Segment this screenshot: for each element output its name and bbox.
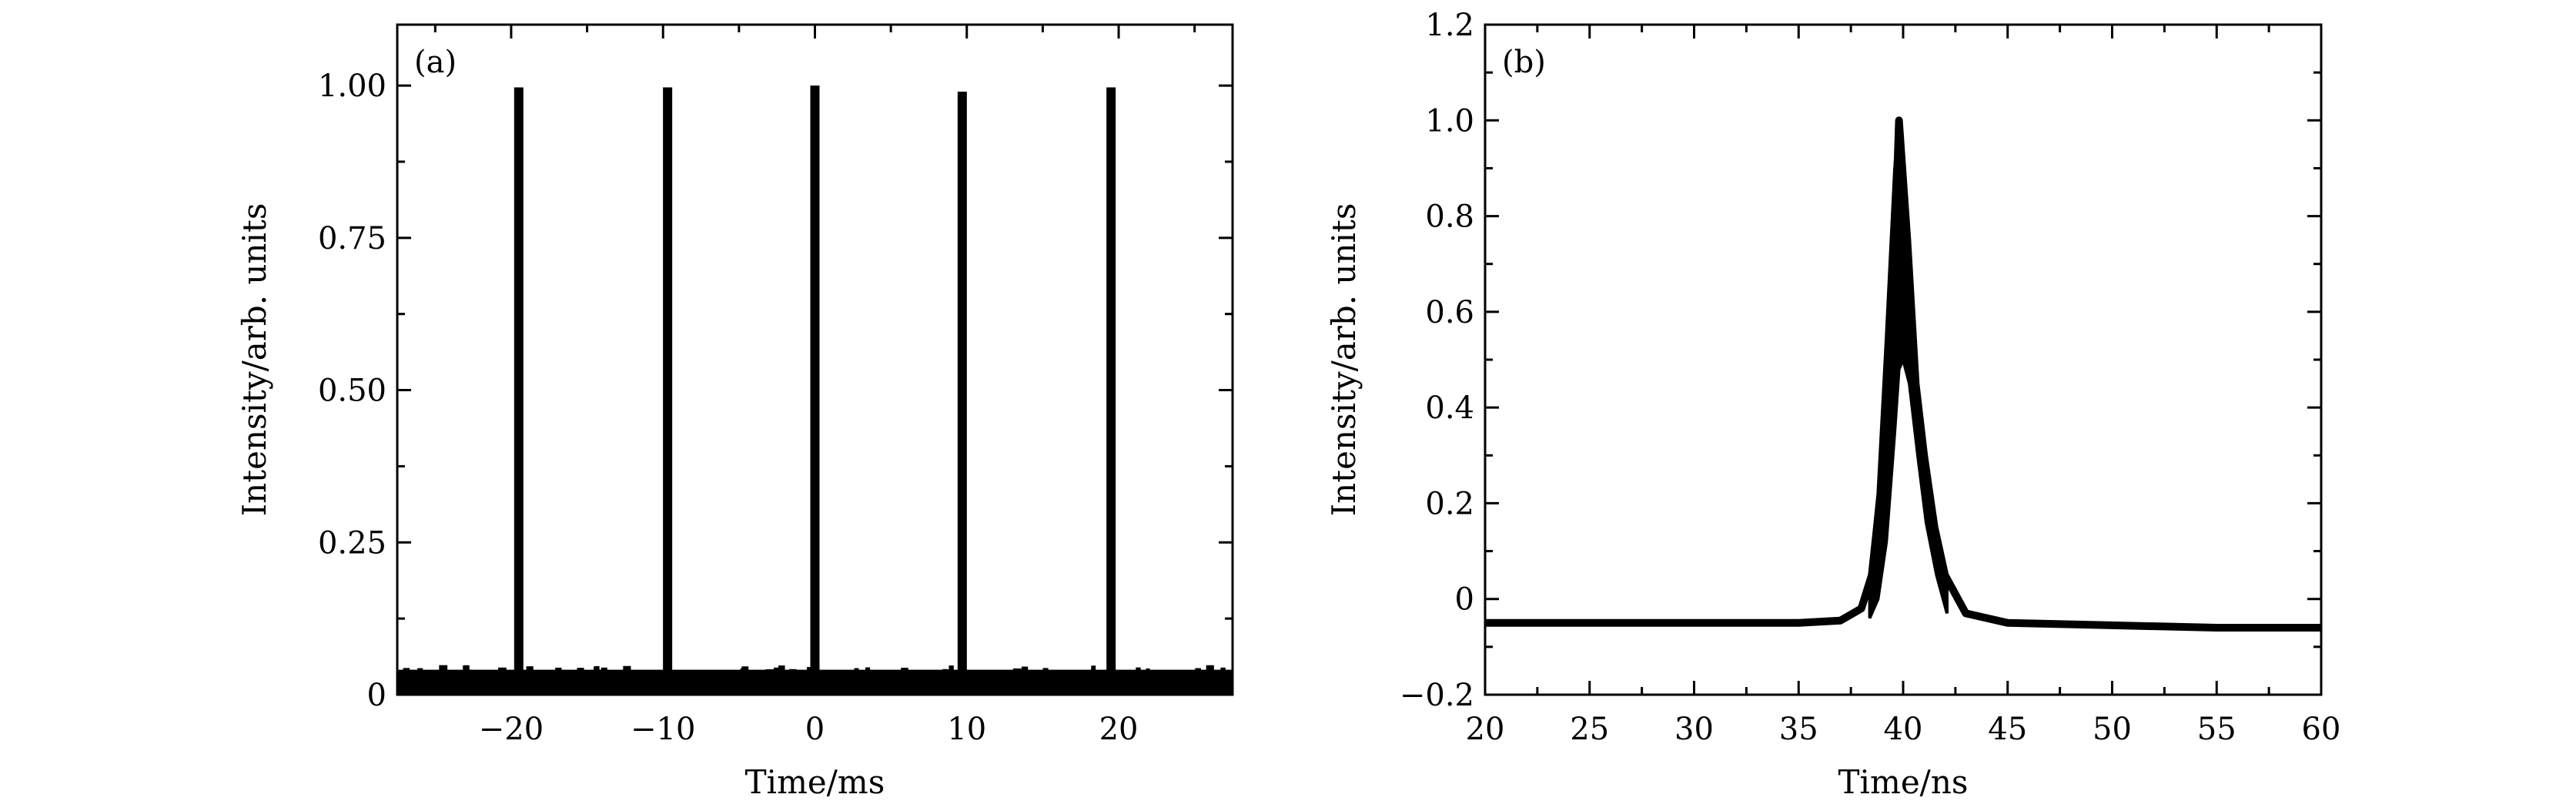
y-tick-label: 0.6 xyxy=(1425,295,1474,330)
noise-bump xyxy=(417,668,423,675)
noise-bump xyxy=(1206,665,1214,672)
y-tick-label: 1.00 xyxy=(318,69,386,104)
y-tick-label: 0 xyxy=(1455,582,1474,618)
noise-bump xyxy=(577,668,584,675)
noise-bump xyxy=(765,669,774,676)
x-tick-label: 0 xyxy=(805,712,825,747)
x-tick-label: 45 xyxy=(1988,712,2027,747)
x-tick-label: 10 xyxy=(947,712,986,747)
noise-bump xyxy=(465,669,472,676)
noise-bump xyxy=(942,669,948,675)
plot-area xyxy=(397,85,1233,695)
x-tick-label: −20 xyxy=(479,712,544,747)
noise-bump xyxy=(1091,669,1096,675)
x-tick-label: 55 xyxy=(2197,712,2236,747)
noise-bump xyxy=(854,668,859,675)
noise-bump xyxy=(555,667,562,674)
y-tick-label: 0.75 xyxy=(318,221,386,256)
chart-panel-a: −20 −10 0 10 20 0 0.25 0.50 0.75 1.00 Time/ms Inten… xyxy=(236,23,1234,801)
noise-bump xyxy=(601,667,607,674)
noise-bump xyxy=(463,665,469,672)
plot-area xyxy=(1485,116,2321,632)
noise-bump xyxy=(1012,668,1022,675)
y-tick-label: 0.4 xyxy=(1425,390,1474,426)
y-tick-label: 1.2 xyxy=(1425,8,1474,43)
x-tick-label: 35 xyxy=(1779,712,1818,747)
noise-bump xyxy=(1136,667,1141,674)
pulse-envelope xyxy=(1868,120,1949,619)
y-tick-label: 0.2 xyxy=(1425,486,1474,521)
noise-bump xyxy=(1021,666,1029,673)
x-tick-label: 30 xyxy=(1674,712,1714,747)
noise-bump xyxy=(526,666,534,673)
y-tick-label: 0.25 xyxy=(318,525,386,561)
noise-bump xyxy=(774,667,779,674)
x-tick-label: 60 xyxy=(2302,712,2341,747)
noise-bump xyxy=(498,667,507,674)
pulse-line xyxy=(514,87,524,695)
pulse-line xyxy=(663,87,673,695)
y-axis-label: Intensity/arb. units xyxy=(1325,203,1363,517)
noise-bump xyxy=(865,667,871,674)
noise-bump xyxy=(623,665,631,672)
x-tick-label: 25 xyxy=(1570,712,1609,747)
noise-bump xyxy=(948,665,954,672)
noise-bump xyxy=(946,669,953,676)
pulse-line xyxy=(1106,87,1116,695)
pulse-line xyxy=(957,92,967,695)
x-axis-label: Time/ns xyxy=(1838,763,1969,801)
x-tick-label: 40 xyxy=(1884,712,1923,747)
y-tick-label: 1.0 xyxy=(1425,103,1474,139)
noise-bump xyxy=(1195,668,1201,675)
y-tick-label: −0.2 xyxy=(1400,678,1474,713)
x-axis-label: Time/ms xyxy=(745,763,885,801)
noise-bump xyxy=(1220,667,1226,674)
x-tick-label: 20 xyxy=(1466,712,1505,747)
pulse-line xyxy=(810,85,820,695)
y-tick-label: 0.8 xyxy=(1425,199,1474,235)
noise-bump xyxy=(594,665,600,672)
noise-bump xyxy=(439,665,448,672)
noise-bump xyxy=(741,666,749,673)
noise-bump xyxy=(901,668,908,675)
y-axis-label: Intensity/arb. units xyxy=(236,203,273,517)
chart-panel-b: 20 25 30 35 40 45 50 55 60 −0.2 0 0.2 0.4 0.6 0.8 1.0 1.… xyxy=(1325,8,2340,801)
x-tick-label: −10 xyxy=(631,712,695,747)
noise-bump xyxy=(1146,668,1150,675)
noise-bump xyxy=(403,668,410,675)
noise-bump xyxy=(1091,665,1096,672)
y-tick-label: 0.50 xyxy=(318,374,386,409)
noise-bump xyxy=(1042,668,1049,675)
noise-bump xyxy=(788,669,797,675)
panel-label: (a) xyxy=(414,45,457,80)
noise-bump xyxy=(778,665,785,672)
x-tick-label: 50 xyxy=(2093,712,2132,747)
panel-label: (b) xyxy=(1502,45,1546,80)
x-tick-label: 20 xyxy=(1099,712,1139,747)
y-tick-label: 0 xyxy=(367,678,386,713)
noise-bump xyxy=(807,667,811,674)
